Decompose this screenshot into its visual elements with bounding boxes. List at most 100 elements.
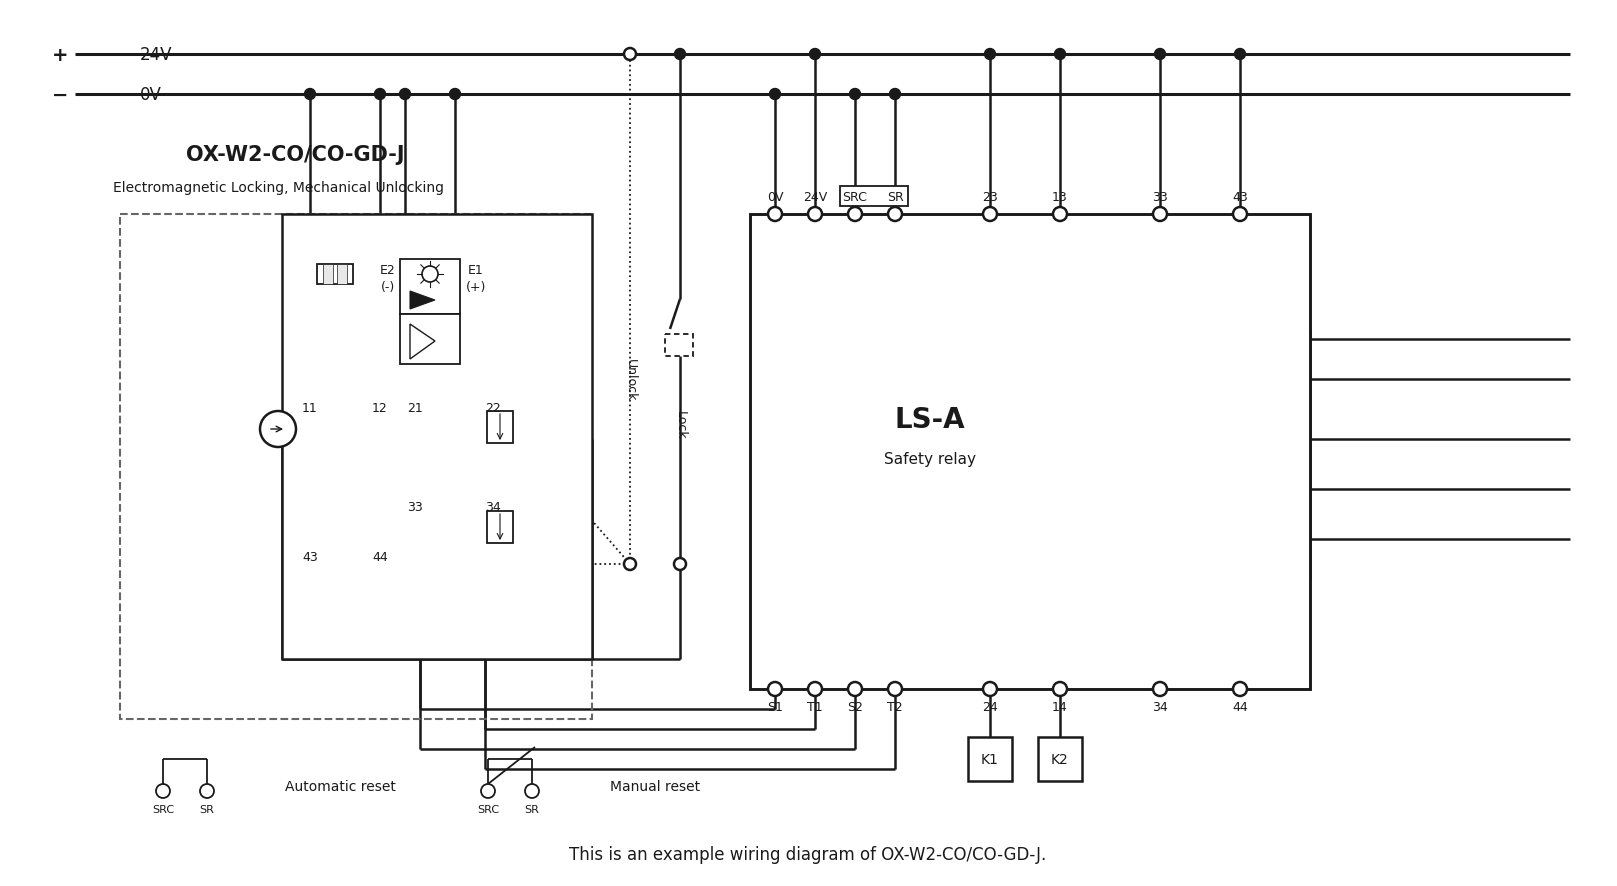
- Circle shape: [847, 682, 862, 696]
- Bar: [281, 214, 592, 659]
- Circle shape: [889, 89, 901, 100]
- Text: 33: 33: [407, 501, 424, 514]
- Bar: [399, 315, 459, 364]
- Polygon shape: [411, 291, 435, 309]
- Text: −: −: [52, 85, 68, 105]
- Circle shape: [847, 207, 862, 222]
- Bar: [323, 265, 333, 284]
- Text: This is an example wiring diagram of OX-W2-CO/CO-GD-J.: This is an example wiring diagram of OX-…: [569, 845, 1046, 863]
- Text: (+): (+): [466, 281, 487, 294]
- Circle shape: [1234, 682, 1247, 696]
- Bar: [1038, 737, 1082, 781]
- Circle shape: [1053, 682, 1067, 696]
- Bar: [969, 737, 1012, 781]
- Text: 0V: 0V: [141, 86, 162, 104]
- Circle shape: [1234, 50, 1245, 60]
- Circle shape: [526, 784, 538, 798]
- Circle shape: [399, 89, 411, 100]
- Circle shape: [450, 89, 461, 100]
- Bar: [665, 335, 694, 356]
- Circle shape: [1153, 682, 1167, 696]
- Circle shape: [888, 682, 902, 696]
- Text: 33: 33: [1153, 190, 1167, 203]
- Circle shape: [1234, 207, 1247, 222]
- Text: 21: 21: [407, 401, 424, 414]
- Text: 43: 43: [1232, 190, 1248, 203]
- Circle shape: [624, 49, 635, 61]
- Text: 24V: 24V: [141, 46, 173, 64]
- Text: SRC: SRC: [842, 190, 867, 203]
- Text: 22: 22: [485, 401, 501, 414]
- Text: SRC: SRC: [477, 804, 500, 814]
- Text: 44: 44: [1232, 701, 1248, 714]
- Circle shape: [155, 784, 170, 798]
- Text: Automatic reset: Automatic reset: [285, 779, 396, 793]
- Text: 34: 34: [1153, 701, 1167, 714]
- Circle shape: [674, 558, 686, 571]
- Text: 23: 23: [982, 190, 998, 203]
- Circle shape: [768, 682, 783, 696]
- Text: 43: 43: [302, 551, 319, 563]
- Circle shape: [768, 207, 783, 222]
- Circle shape: [674, 50, 686, 60]
- Circle shape: [888, 207, 902, 222]
- Circle shape: [1054, 50, 1066, 60]
- Circle shape: [808, 682, 821, 696]
- Text: (-): (-): [382, 281, 395, 294]
- Circle shape: [770, 89, 781, 100]
- Text: 14: 14: [1053, 701, 1067, 714]
- Text: S2: S2: [847, 701, 863, 714]
- Text: S1: S1: [766, 701, 783, 714]
- Text: Electromagnetic Locking, Mechanical Unlocking: Electromagnetic Locking, Mechanical Unlo…: [113, 181, 443, 195]
- Text: SR: SR: [524, 804, 540, 814]
- Text: K2: K2: [1051, 752, 1069, 766]
- Circle shape: [1053, 207, 1067, 222]
- Circle shape: [985, 50, 996, 60]
- Text: Lock: Lock: [674, 410, 687, 439]
- Circle shape: [624, 558, 635, 571]
- Bar: [399, 260, 459, 315]
- Circle shape: [810, 50, 820, 60]
- Text: SR: SR: [886, 190, 904, 203]
- Circle shape: [983, 207, 998, 222]
- Bar: [839, 187, 909, 206]
- Text: 24V: 24V: [804, 190, 828, 203]
- Circle shape: [808, 207, 821, 222]
- Circle shape: [201, 784, 213, 798]
- Text: 13: 13: [1053, 190, 1067, 203]
- Circle shape: [480, 784, 495, 798]
- Text: OX-W2-CO/CO-GD-J: OX-W2-CO/CO-GD-J: [186, 144, 404, 165]
- Circle shape: [849, 89, 860, 100]
- Circle shape: [422, 267, 438, 283]
- Bar: [120, 214, 592, 719]
- Text: SRC: SRC: [152, 804, 175, 814]
- Bar: [750, 214, 1310, 689]
- Text: T1: T1: [807, 701, 823, 714]
- Text: 24: 24: [982, 701, 998, 714]
- Text: Unlock: Unlock: [624, 359, 637, 400]
- Text: 34: 34: [485, 501, 501, 514]
- Text: SR: SR: [199, 804, 215, 814]
- Circle shape: [983, 682, 998, 696]
- Bar: [487, 411, 513, 444]
- Text: 12: 12: [372, 401, 388, 414]
- Text: 44: 44: [372, 551, 388, 563]
- Text: 0V: 0V: [766, 190, 783, 203]
- Text: +: +: [52, 45, 68, 65]
- Bar: [317, 265, 353, 284]
- Circle shape: [260, 411, 296, 447]
- Circle shape: [1153, 207, 1167, 222]
- Circle shape: [1155, 50, 1166, 60]
- Text: E1: E1: [469, 263, 483, 276]
- Text: T2: T2: [888, 701, 902, 714]
- Text: LS-A: LS-A: [894, 406, 965, 433]
- Circle shape: [375, 89, 385, 100]
- Text: Manual reset: Manual reset: [610, 779, 700, 793]
- Text: Safety relay: Safety relay: [884, 452, 977, 467]
- Text: E2: E2: [380, 263, 396, 276]
- Bar: [336, 265, 348, 284]
- Text: 11: 11: [302, 401, 319, 414]
- Text: K1: K1: [982, 752, 999, 766]
- Bar: [487, 511, 513, 543]
- Circle shape: [304, 89, 315, 100]
